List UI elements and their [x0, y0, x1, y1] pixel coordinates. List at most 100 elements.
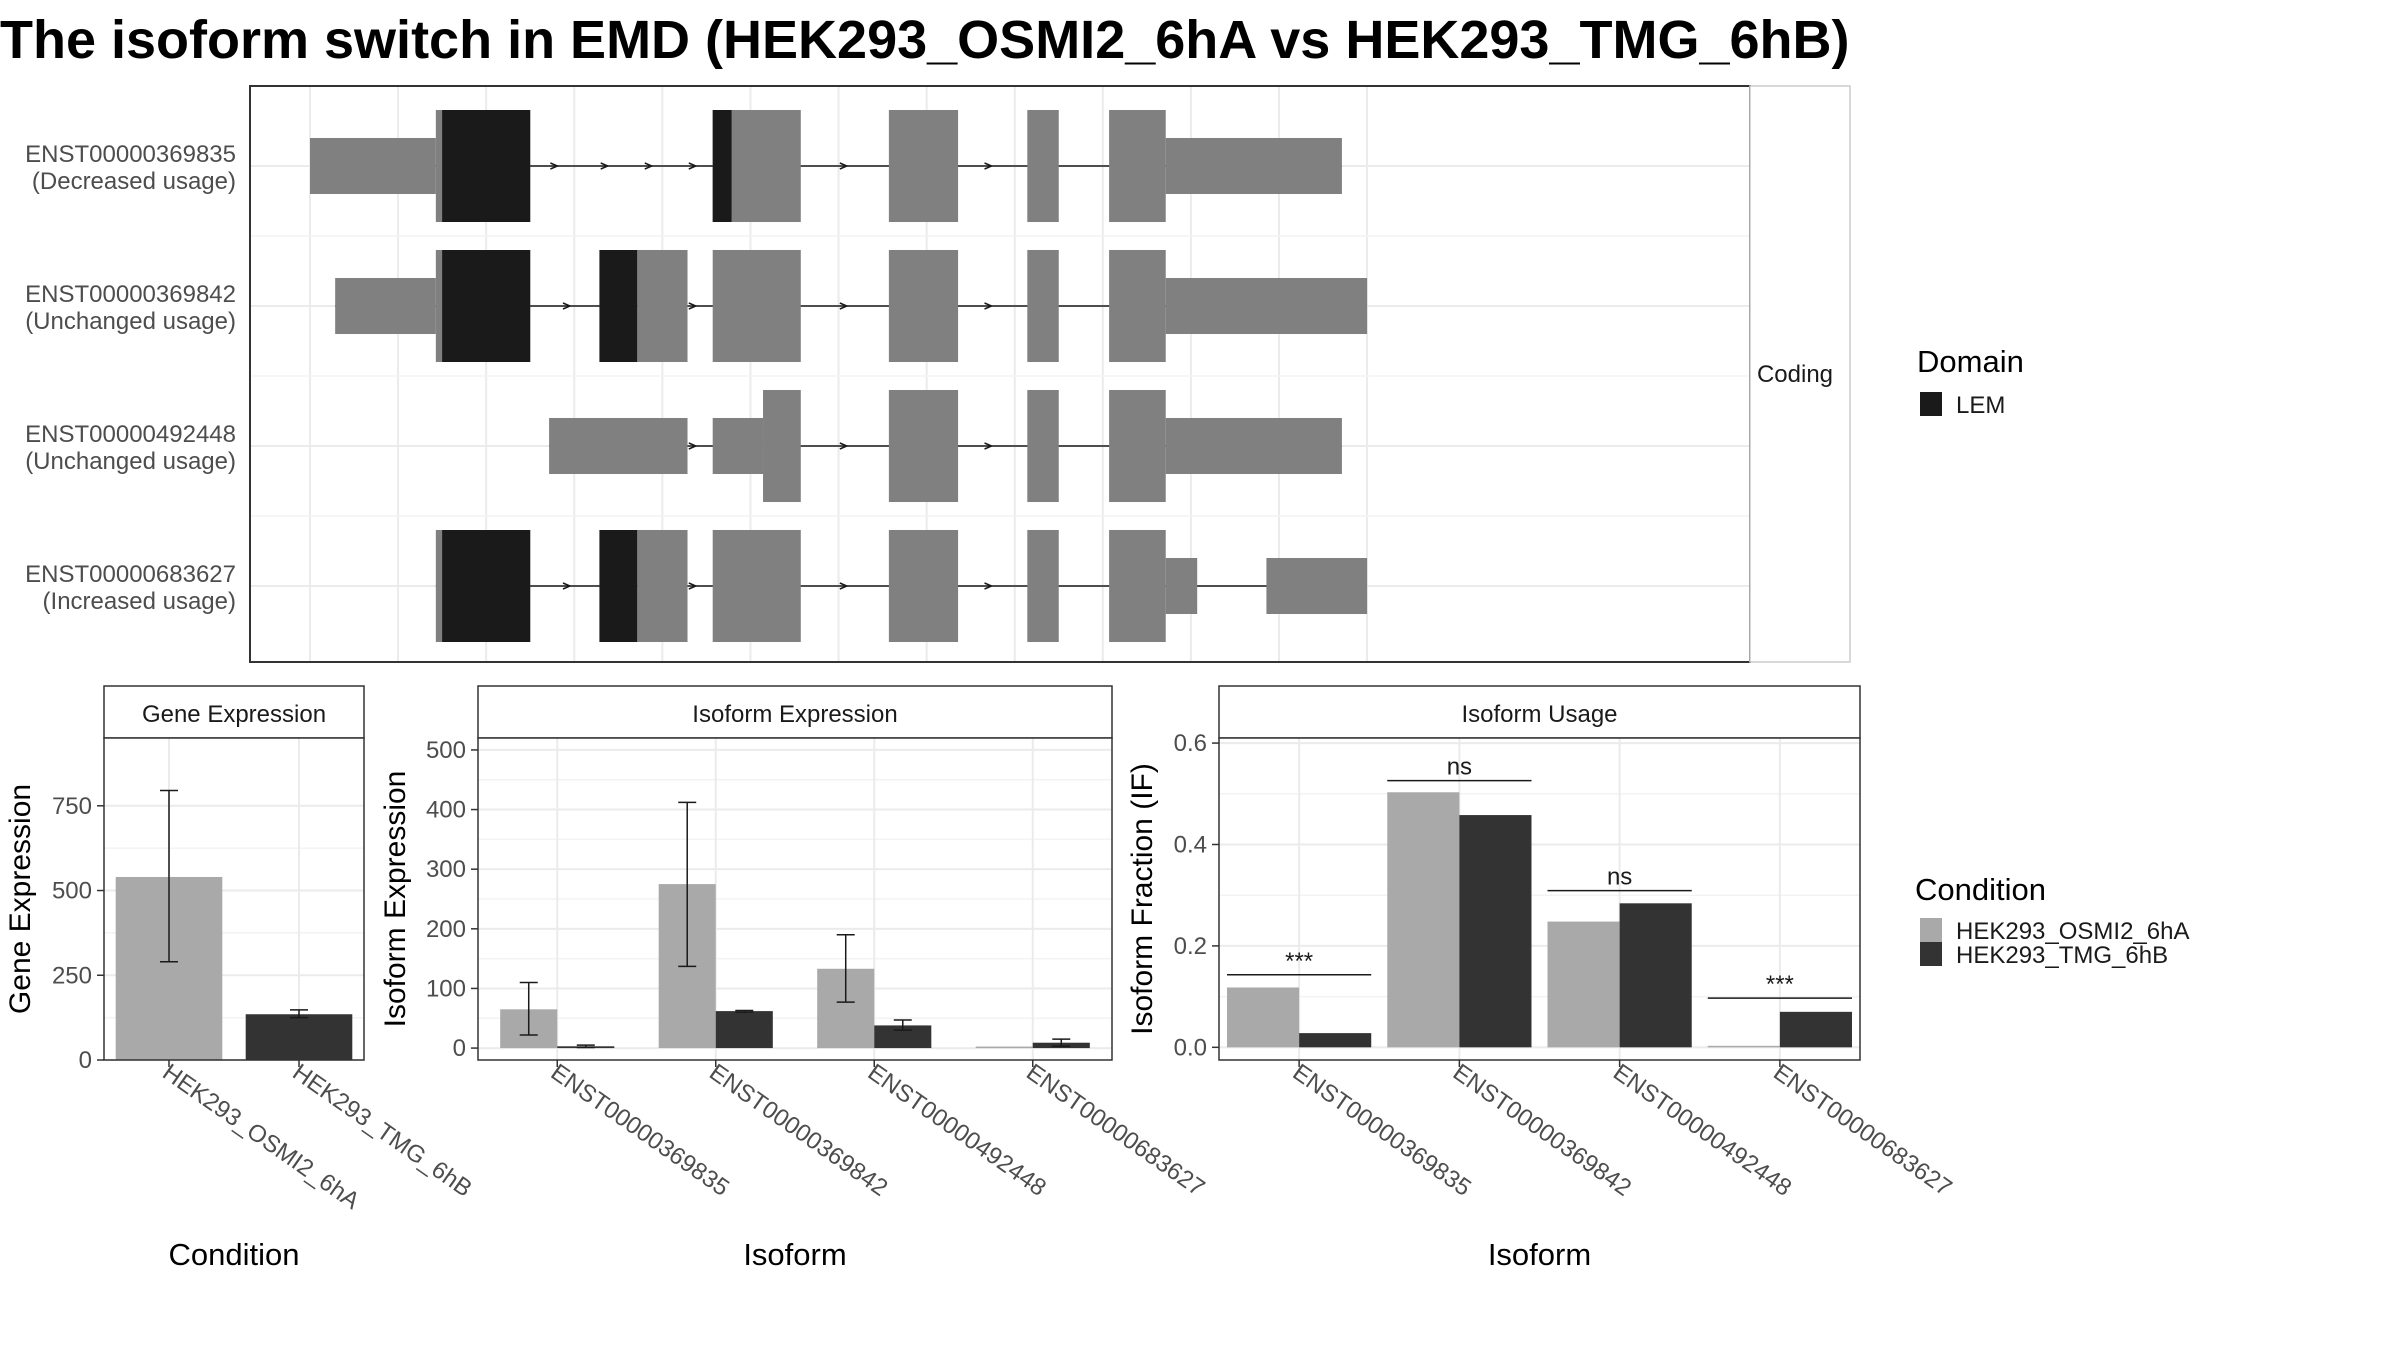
domain-legend-swatch-lem — [1920, 392, 1942, 416]
strand-arrow — [839, 302, 849, 310]
utr-exon — [712, 418, 764, 474]
lem-domain-block — [442, 250, 531, 362]
y-axis-title: Gene Expression — [4, 784, 37, 1014]
y-axis-title: Isoform Expression — [379, 771, 412, 1028]
significance-label: ns — [1447, 754, 1472, 781]
utr-exon — [335, 278, 436, 334]
utr-exon — [310, 138, 436, 194]
cds-exon — [637, 250, 688, 362]
strand-arrow — [550, 162, 560, 170]
isoform-usage-label: (Increased usage) — [43, 588, 236, 615]
panel-frame — [1218, 737, 1861, 1061]
y-tick-label: 400 — [426, 797, 466, 824]
cds-exon — [1109, 250, 1166, 362]
bar-HEK293_TMG_6hB-ENST00000683627 — [1779, 1011, 1852, 1048]
cds-exon — [888, 110, 959, 222]
isoform-id-label: ENST00000369842 — [25, 281, 236, 308]
x-axis-title: Isoform — [743, 1237, 846, 1272]
utr-exon — [549, 418, 688, 474]
cds-exon — [888, 530, 959, 642]
lem-domain-block — [599, 530, 638, 642]
figure-title: The isoform switch in EMD (HEK293_OSMI2_… — [0, 10, 1849, 70]
isoform-usage-panel: Isoform Usage *** ns ns *** 0.0 0.2 0.4 0.6 ENST0… — [1126, 685, 1957, 1272]
cds-exon — [888, 390, 959, 502]
panel-title: Gene Expression — [142, 701, 326, 728]
bar-HEK293_OSMI2_6hA-ENST00000683627 — [1707, 1045, 1780, 1048]
strand-arrow — [688, 162, 698, 170]
strand-arrow — [600, 162, 610, 170]
gene-structure-panel: ENST00000369835(Decreased usage) ENST0000… — [25, 85, 1851, 663]
strand-arrow — [644, 162, 654, 170]
y-tick-label: 500 — [52, 878, 92, 905]
significance-label: ns — [1607, 864, 1632, 891]
strand-arrow — [688, 302, 698, 310]
panel-title: Isoform Expression — [692, 701, 897, 728]
y-tick-label: 750 — [52, 793, 92, 820]
y-axis-title: Isoform Fraction (IF) — [1126, 763, 1159, 1035]
domain-legend-label-lem: LEM — [1956, 392, 2005, 419]
y-tick-label: 200 — [426, 916, 466, 943]
coding-facet-label: Coding — [1757, 361, 1833, 388]
cds-exon — [1109, 390, 1166, 502]
lem-domain-block — [442, 530, 531, 642]
isoform-usage-label: (Decreased usage) — [32, 168, 236, 195]
cds-exon — [637, 530, 688, 642]
panel-strip — [477, 685, 1113, 739]
lem-domain-block — [442, 110, 531, 222]
structure-isoform-labels: ENST00000369835(Decreased usage) ENST0000… — [25, 141, 236, 615]
strand-arrow — [984, 442, 994, 450]
panel-frame — [477, 737, 1113, 1061]
lem-domain-block — [712, 110, 732, 222]
y-tick-label: 100 — [426, 975, 466, 1002]
domain-legend: Domain LEM — [1917, 344, 2024, 419]
bar-HEK293_OSMI2_6hA-ENST00000492448 — [1547, 921, 1620, 1048]
cds-exon — [1027, 250, 1059, 362]
bar-HEK293_TMG_6hB-ENST00000492448 — [874, 1025, 932, 1049]
y-tick-label: 0 — [79, 1047, 92, 1074]
isoform-id-label: ENST00000683627 — [25, 561, 236, 588]
x-axis-title: Condition — [169, 1237, 300, 1272]
condition-legend: Condition HEK293_OSMI2_6hA HEK293_TMG_6h… — [1915, 872, 2189, 969]
bar-HEK293_TMG_6hB-ENST00000369835 — [1299, 1033, 1372, 1048]
condition-legend-title: Condition — [1915, 872, 2046, 907]
structure-isoforms — [310, 110, 1368, 642]
y-tick-label: 250 — [52, 962, 92, 989]
cds-exon — [1109, 110, 1166, 222]
y-tick-label: 0.6 — [1174, 730, 1207, 757]
cds-exon — [712, 530, 801, 642]
strand-arrow — [984, 162, 994, 170]
significance-label: *** — [1766, 971, 1794, 998]
isoform-track-ENST00000369842 — [335, 250, 1368, 362]
strand-arrow — [562, 582, 572, 590]
isoform-id-label: ENST00000492448 — [25, 421, 236, 448]
x-axis-title: Isoform — [1488, 1237, 1591, 1272]
isoform-usage-label: (Unchanged usage) — [25, 448, 236, 475]
panel-strip — [1218, 685, 1861, 739]
y-tick-label: 500 — [426, 737, 466, 764]
bar-HEK293_TMG_6hB-ENST00000492448 — [1619, 903, 1692, 1048]
y-tick-label: 300 — [426, 856, 466, 883]
cds-exon — [1027, 530, 1059, 642]
strand-arrow — [688, 582, 698, 590]
y-tick-label: 0.2 — [1174, 933, 1207, 960]
utr-exon — [1165, 278, 1368, 334]
lem-domain-block — [599, 250, 638, 362]
isoform-expression-panel: Isoform Expression0100200300400500ENST00… — [379, 685, 1210, 1272]
isoform-track-ENST00000492448 — [549, 390, 1342, 502]
cds-exon — [712, 250, 801, 362]
coding-facet-strip — [1749, 85, 1851, 663]
strand-arrow — [839, 162, 849, 170]
strand-arrow — [688, 442, 698, 450]
y-tick-label: 0 — [453, 1035, 466, 1062]
bar-Gene Expression-HEK293_TMG_6hB — [245, 1014, 353, 1060]
strand-arrow — [984, 302, 994, 310]
strand-arrow — [562, 302, 572, 310]
cds-exon — [888, 250, 959, 362]
cds-exon — [1109, 530, 1166, 642]
strand-arrow — [984, 582, 994, 590]
bar-HEK293_OSMI2_6hA-ENST00000369835 — [1227, 987, 1300, 1048]
utr-exon — [1165, 558, 1198, 614]
domain-legend-title: Domain — [1917, 344, 2024, 379]
panel-title: Isoform Usage — [1461, 701, 1617, 728]
